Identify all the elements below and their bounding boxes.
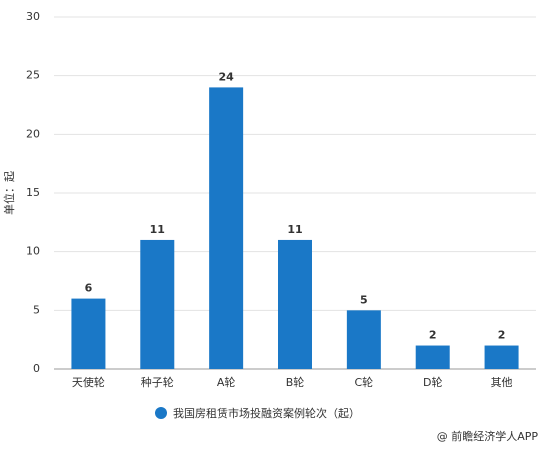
data-label: 11 <box>287 223 302 236</box>
bar <box>140 239 175 369</box>
legend-label: 我国房租赁市场投融资案例轮次（起） <box>173 406 360 420</box>
data-label: 5 <box>360 293 368 306</box>
data-label: 6 <box>85 282 93 295</box>
bar <box>209 87 244 370</box>
data-label: 11 <box>150 223 165 236</box>
x-tick-label: C轮 <box>355 375 374 389</box>
y-tick-label: 20 <box>26 127 40 140</box>
data-label: 2 <box>429 329 437 342</box>
bar <box>484 345 519 369</box>
x-tick-label: 种子轮 <box>141 375 174 389</box>
y-tick-label: 15 <box>26 186 40 199</box>
x-tick-label: B轮 <box>286 375 305 389</box>
x-tick-label: 其他 <box>491 376 513 389</box>
y-tick-label: 5 <box>33 303 40 316</box>
data-label: 24 <box>218 70 234 83</box>
bar <box>71 298 106 369</box>
bar <box>346 310 381 369</box>
x-tick-label: 天使轮 <box>72 375 105 389</box>
y-tick-label: 0 <box>33 362 40 375</box>
data-label: 2 <box>498 329 506 342</box>
y-tick-label: 10 <box>26 245 40 258</box>
y-tick-label: 30 <box>26 10 40 23</box>
y-tick-label: 25 <box>26 69 40 82</box>
bar <box>278 239 312 369</box>
source: @ 前瞻经济学人APP <box>437 429 539 443</box>
x-tick-label: D轮 <box>423 375 442 389</box>
x-tick-label: A轮 <box>217 375 236 389</box>
y-axis-label: 单位：起 <box>2 171 16 215</box>
legend-marker <box>155 407 167 419</box>
bar <box>415 345 450 369</box>
